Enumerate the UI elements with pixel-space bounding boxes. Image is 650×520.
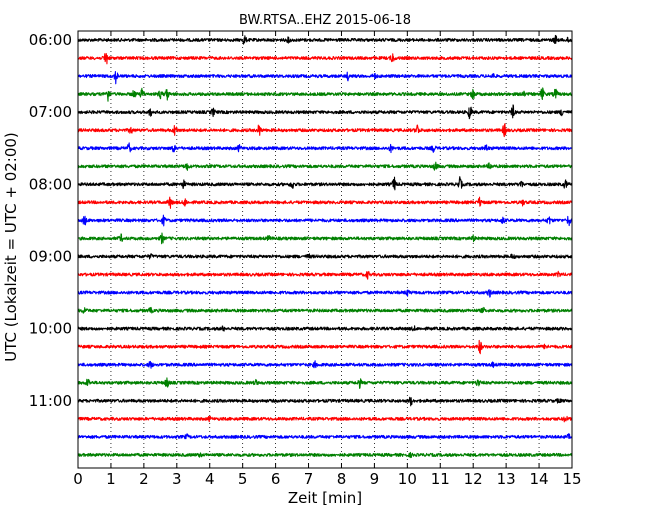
trace-line bbox=[77, 451, 573, 459]
trace-line bbox=[77, 377, 573, 389]
x-tick-label: 0 bbox=[73, 470, 83, 488]
y-axis: 06:00 07:00 08:00 09:00 10:00 11:00 bbox=[29, 31, 572, 410]
chart-title: BW.RTSA..EHZ 2015-06-18 bbox=[239, 13, 411, 28]
gridlines bbox=[110, 31, 540, 468]
y-tick-label: 09:00 bbox=[29, 247, 72, 265]
trace-line bbox=[77, 396, 573, 407]
x-tick-label: 5 bbox=[238, 470, 248, 488]
y-tick-label: 10:00 bbox=[29, 320, 72, 338]
x-tick-label: 2 bbox=[139, 470, 149, 488]
trace-line bbox=[77, 161, 573, 171]
x-tick-label: 10 bbox=[398, 470, 417, 488]
y-axis-label: UTC (Lokalzeit = UTC + 02:00) bbox=[2, 132, 20, 362]
trace-line bbox=[77, 306, 573, 314]
x-tick-label: 6 bbox=[271, 470, 281, 488]
x-tick-label: 9 bbox=[370, 470, 380, 488]
trace-line bbox=[77, 70, 573, 85]
trace-line bbox=[77, 214, 573, 227]
x-tick-label: 4 bbox=[205, 470, 215, 488]
trace-line bbox=[77, 360, 573, 369]
trace-line bbox=[77, 339, 573, 355]
y-tick-label: 11:00 bbox=[29, 392, 72, 410]
x-axis-label: Zeit [min] bbox=[288, 489, 362, 507]
x-tick-label: 14 bbox=[530, 470, 549, 488]
trace-line bbox=[77, 325, 573, 332]
trace-line bbox=[77, 104, 573, 120]
x-tick-label: 7 bbox=[304, 470, 314, 488]
trace-line bbox=[77, 176, 573, 191]
trace-line bbox=[77, 232, 573, 245]
trace-line bbox=[77, 196, 573, 209]
x-axis: 0 1 2 3 4 5 6 7 8 9 10 11 12 13 14 15 bbox=[73, 31, 582, 488]
x-tick-label: 15 bbox=[562, 470, 581, 488]
x-tick-label: 12 bbox=[464, 470, 483, 488]
trace-line bbox=[77, 123, 573, 138]
plot-frame bbox=[77, 30, 573, 469]
trace-line bbox=[77, 433, 573, 440]
trace-line bbox=[77, 53, 573, 65]
seismogram-traces bbox=[77, 34, 573, 459]
trace-line bbox=[77, 142, 573, 154]
x-tick-label: 3 bbox=[172, 470, 182, 488]
y-tick-label: 08:00 bbox=[29, 175, 72, 193]
x-tick-label: 11 bbox=[431, 470, 450, 488]
trace-line bbox=[77, 289, 573, 298]
x-tick-label: 1 bbox=[106, 470, 116, 488]
y-tick-label: 06:00 bbox=[29, 31, 72, 49]
trace-line bbox=[77, 87, 573, 102]
trace-line bbox=[77, 253, 573, 260]
y-tick-label: 07:00 bbox=[29, 103, 72, 121]
trace-line bbox=[77, 34, 573, 45]
x-tick-label: 13 bbox=[497, 470, 516, 488]
trace-line bbox=[77, 270, 573, 280]
x-tick-label: 8 bbox=[337, 470, 347, 488]
trace-line bbox=[77, 415, 573, 423]
